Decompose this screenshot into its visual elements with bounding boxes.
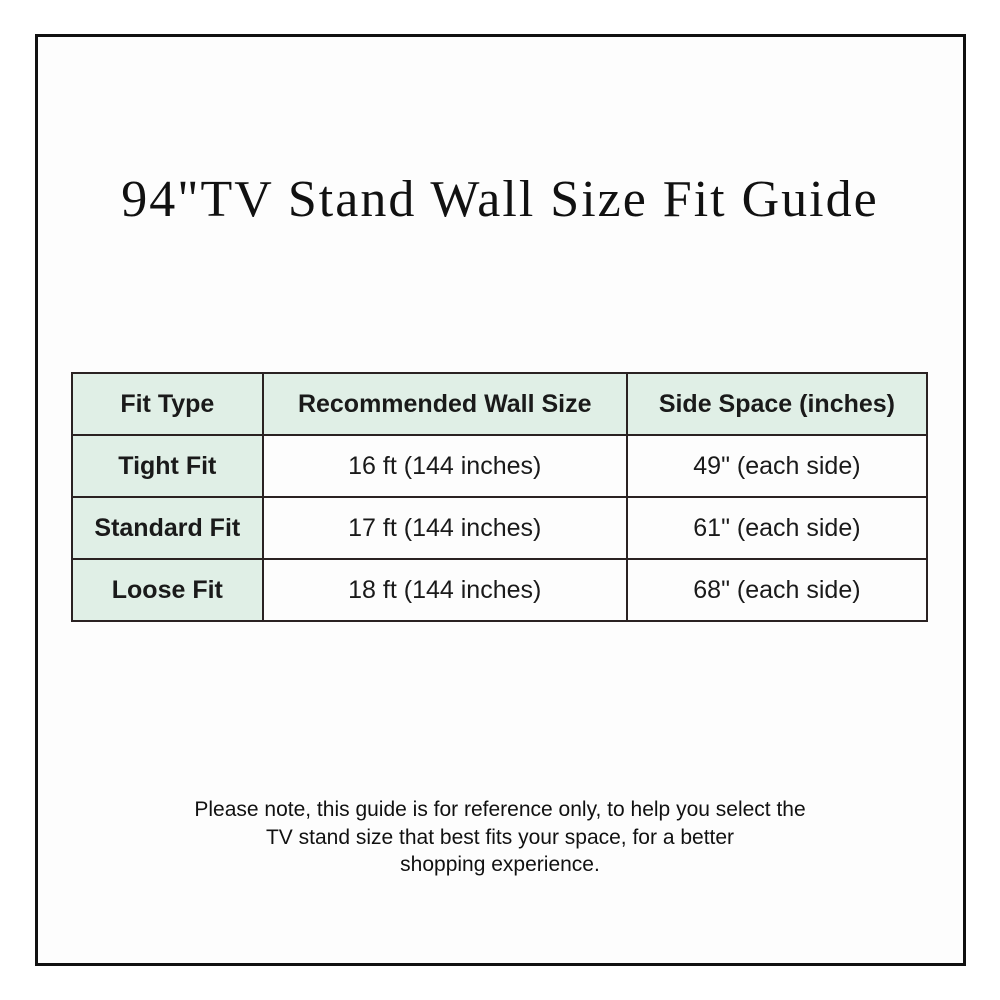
side-space-cell: 68" (each side) — [625, 558, 929, 622]
header-wall-size: Recommended Wall Size — [261, 372, 628, 436]
page-title: 94"TV Stand Wall Size Fit Guide — [121, 171, 879, 228]
side-space-cell: 61" (each side) — [625, 496, 929, 560]
note-line: Please note, this guide is for reference… — [194, 798, 806, 821]
reference-note: Please note, this guide is for reference… — [0, 796, 1000, 879]
table-row: Standard Fit 17 ft (144 inches) 61" (eac… — [71, 496, 929, 560]
header-side-space: Side Space (inches) — [625, 372, 929, 436]
wall-size-cell: 16 ft (144 inches) — [261, 434, 628, 498]
fit-type-cell: Tight Fit — [71, 434, 264, 498]
table-row: Tight Fit 16 ft (144 inches) 49" (each s… — [71, 434, 929, 498]
note-line: TV stand size that best fits your space,… — [265, 825, 735, 849]
fit-guide-table: Fit Type Recommended Wall Size Side Spac… — [71, 372, 929, 622]
fit-type-cell: Loose Fit — [71, 558, 264, 622]
header-fit-type: Fit Type — [71, 372, 264, 436]
side-space-cell: 49" (each side) — [625, 434, 929, 498]
note-line: shopping experience. — [400, 853, 600, 876]
wall-size-cell: 18 ft (144 inches) — [261, 558, 628, 622]
table-row: Loose Fit 18 ft (144 inches) 68" (each s… — [71, 558, 929, 622]
wall-size-cell: 17 ft (144 inches) — [261, 496, 628, 560]
fit-type-cell: Standard Fit — [71, 496, 264, 560]
table-header-row: Fit Type Recommended Wall Size Side Spac… — [71, 372, 929, 436]
